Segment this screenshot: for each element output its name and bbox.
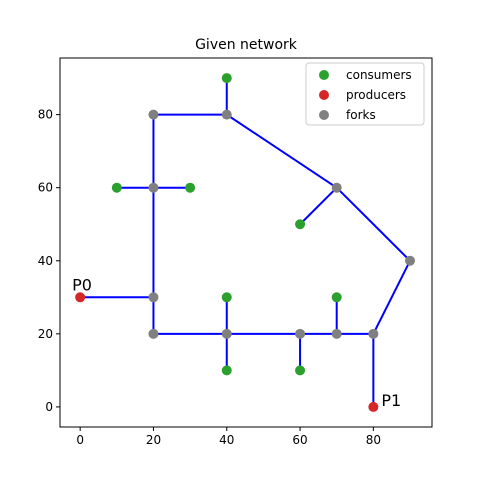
x-tick-label: 40: [219, 433, 234, 447]
node: [148, 182, 159, 193]
chart-title: Given network: [195, 37, 298, 53]
node: [331, 328, 342, 339]
x-tick-label: 0: [76, 433, 84, 447]
legend-label: consumers: [346, 68, 412, 82]
node: [75, 292, 86, 303]
node: [295, 219, 306, 230]
x-tick-label: 60: [292, 433, 307, 447]
x-tick-label: 80: [366, 433, 381, 447]
legend-marker: [319, 70, 329, 80]
node: [221, 328, 232, 339]
node: [295, 365, 306, 376]
node: [148, 292, 159, 303]
legend-box: [305, 62, 425, 126]
legend-marker: [319, 90, 329, 100]
edge: [336, 186, 411, 262]
node: [221, 73, 232, 84]
node-label: P1: [381, 391, 401, 410]
node: [405, 255, 416, 266]
legend-label: producers: [346, 88, 406, 102]
node: [111, 182, 122, 193]
edge: [226, 113, 338, 189]
node: [368, 401, 379, 412]
legend-label: forks: [346, 108, 376, 122]
node: [221, 109, 232, 120]
y-tick-label: 80: [38, 108, 53, 122]
edge: [372, 260, 411, 335]
x-tick-label: 20: [146, 433, 161, 447]
node: [221, 292, 232, 303]
axes-frame: [59, 57, 433, 428]
node: [148, 328, 159, 339]
y-tick-label: 40: [38, 254, 53, 268]
edge: [299, 186, 338, 225]
node: [295, 328, 306, 339]
node: [221, 365, 232, 376]
legend-marker: [319, 110, 329, 120]
node: [331, 182, 342, 193]
node: [368, 328, 379, 339]
node: [148, 109, 159, 120]
node: [185, 182, 196, 193]
node-label: P0: [72, 275, 92, 294]
y-tick-label: 0: [45, 400, 53, 414]
y-tick-label: 60: [38, 181, 53, 195]
y-tick-label: 20: [38, 327, 53, 341]
node: [331, 292, 342, 303]
